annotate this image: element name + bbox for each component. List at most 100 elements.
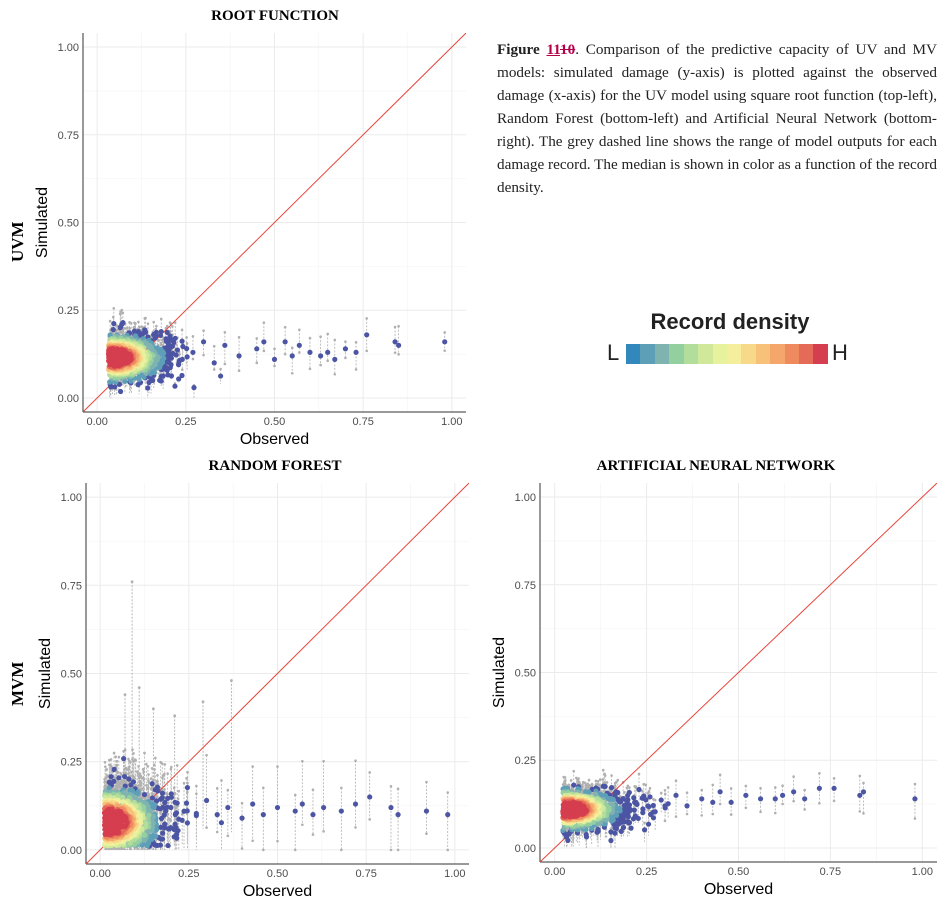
y-tick-label: 1.00 (61, 492, 82, 504)
range-point (137, 320, 140, 324)
gridlines (86, 483, 469, 864)
y-tick-label: 0.50 (58, 218, 79, 230)
range-point (319, 363, 322, 367)
range-point (290, 371, 294, 375)
range-point (160, 762, 164, 765)
range-point (191, 335, 195, 338)
median-point (332, 356, 338, 362)
range-point (127, 757, 130, 761)
range-point (354, 341, 358, 344)
range-point (333, 372, 337, 376)
x-tick-label: 0.75 (820, 866, 841, 878)
y-tick-label: 0.25 (58, 305, 79, 317)
range-point (162, 772, 166, 776)
range-point (127, 765, 131, 769)
range-point (166, 772, 169, 775)
median-point (172, 383, 178, 389)
median-point (158, 373, 164, 379)
range-point (397, 324, 400, 328)
y-tick-label: 0.00 (58, 393, 79, 405)
range-point (598, 778, 602, 781)
range-point (134, 322, 137, 325)
range-point (115, 324, 119, 327)
range-point (298, 351, 301, 354)
range-point (108, 319, 112, 323)
range-point (144, 316, 147, 320)
median-point (112, 384, 118, 390)
range-point (273, 347, 276, 351)
x-tick-label: 0.25 (175, 416, 196, 428)
range-point (112, 751, 116, 755)
median-point (200, 339, 207, 345)
median-point (190, 349, 196, 355)
range-point (180, 812, 184, 816)
y-tick-label: 0.00 (515, 843, 536, 855)
median-point (174, 347, 181, 353)
y-tick-label: 0.75 (58, 130, 79, 142)
legend-swatch-11 (784, 344, 800, 364)
range-point (298, 328, 301, 332)
range-point (186, 770, 189, 774)
range-point (191, 357, 195, 361)
range-point (185, 336, 188, 339)
x-tick-label: 0.25 (636, 866, 657, 878)
range-point (610, 774, 613, 777)
y-axis-title: Simulated (34, 187, 51, 258)
range-point (112, 306, 116, 310)
x-tick-label: 0.75 (352, 416, 373, 428)
median-point (122, 378, 128, 385)
range-point (180, 368, 184, 371)
range-point (154, 756, 157, 760)
y-tick-label: 0.25 (61, 757, 82, 769)
median-point (342, 346, 349, 352)
range-point (333, 338, 337, 342)
median-point (236, 353, 242, 359)
median-point (164, 329, 170, 336)
median-point (191, 385, 197, 391)
median-point (111, 320, 117, 327)
range-point (195, 784, 198, 788)
plot-area (83, 33, 466, 412)
range-point (156, 773, 159, 777)
density-color-bar (626, 344, 828, 364)
median-point (392, 339, 398, 345)
x-tick-label: 0.00 (86, 416, 107, 428)
legend-swatch-3 (669, 344, 684, 364)
legend-swatch-0 (626, 344, 641, 364)
range-point (155, 780, 158, 783)
range-point (165, 324, 169, 328)
range-point (212, 344, 216, 348)
range-point (255, 337, 259, 340)
range-point (223, 330, 227, 334)
range-point (202, 329, 205, 332)
range-point (283, 325, 287, 329)
median-point (172, 335, 178, 341)
range-point (128, 321, 131, 324)
legend-swatch-8 (741, 344, 756, 364)
range-point (237, 369, 241, 373)
range-point (145, 762, 148, 766)
range-point (354, 368, 358, 371)
legend-swatch-13 (813, 344, 828, 364)
median-point (176, 376, 182, 382)
figure-caption: Figure 1110. Comparison of the predictiv… (497, 38, 937, 199)
legend-low-label: L (607, 340, 620, 365)
median-point (111, 354, 117, 360)
median-point (254, 346, 260, 352)
x-tick-label: 0.25 (178, 868, 199, 880)
range-point (163, 763, 167, 766)
range-point (121, 311, 125, 315)
x-tick-label: 0.00 (544, 866, 565, 878)
caption-lead: Figure (497, 41, 547, 58)
range-point (128, 760, 132, 764)
y-tick-label: 1.00 (58, 42, 79, 54)
range-point (152, 320, 155, 324)
range-point (175, 764, 179, 767)
median-point (145, 385, 151, 391)
median-point (307, 349, 313, 355)
median-point (353, 349, 359, 355)
range-point (397, 353, 400, 356)
range-point (138, 325, 141, 329)
range-point (182, 781, 186, 785)
